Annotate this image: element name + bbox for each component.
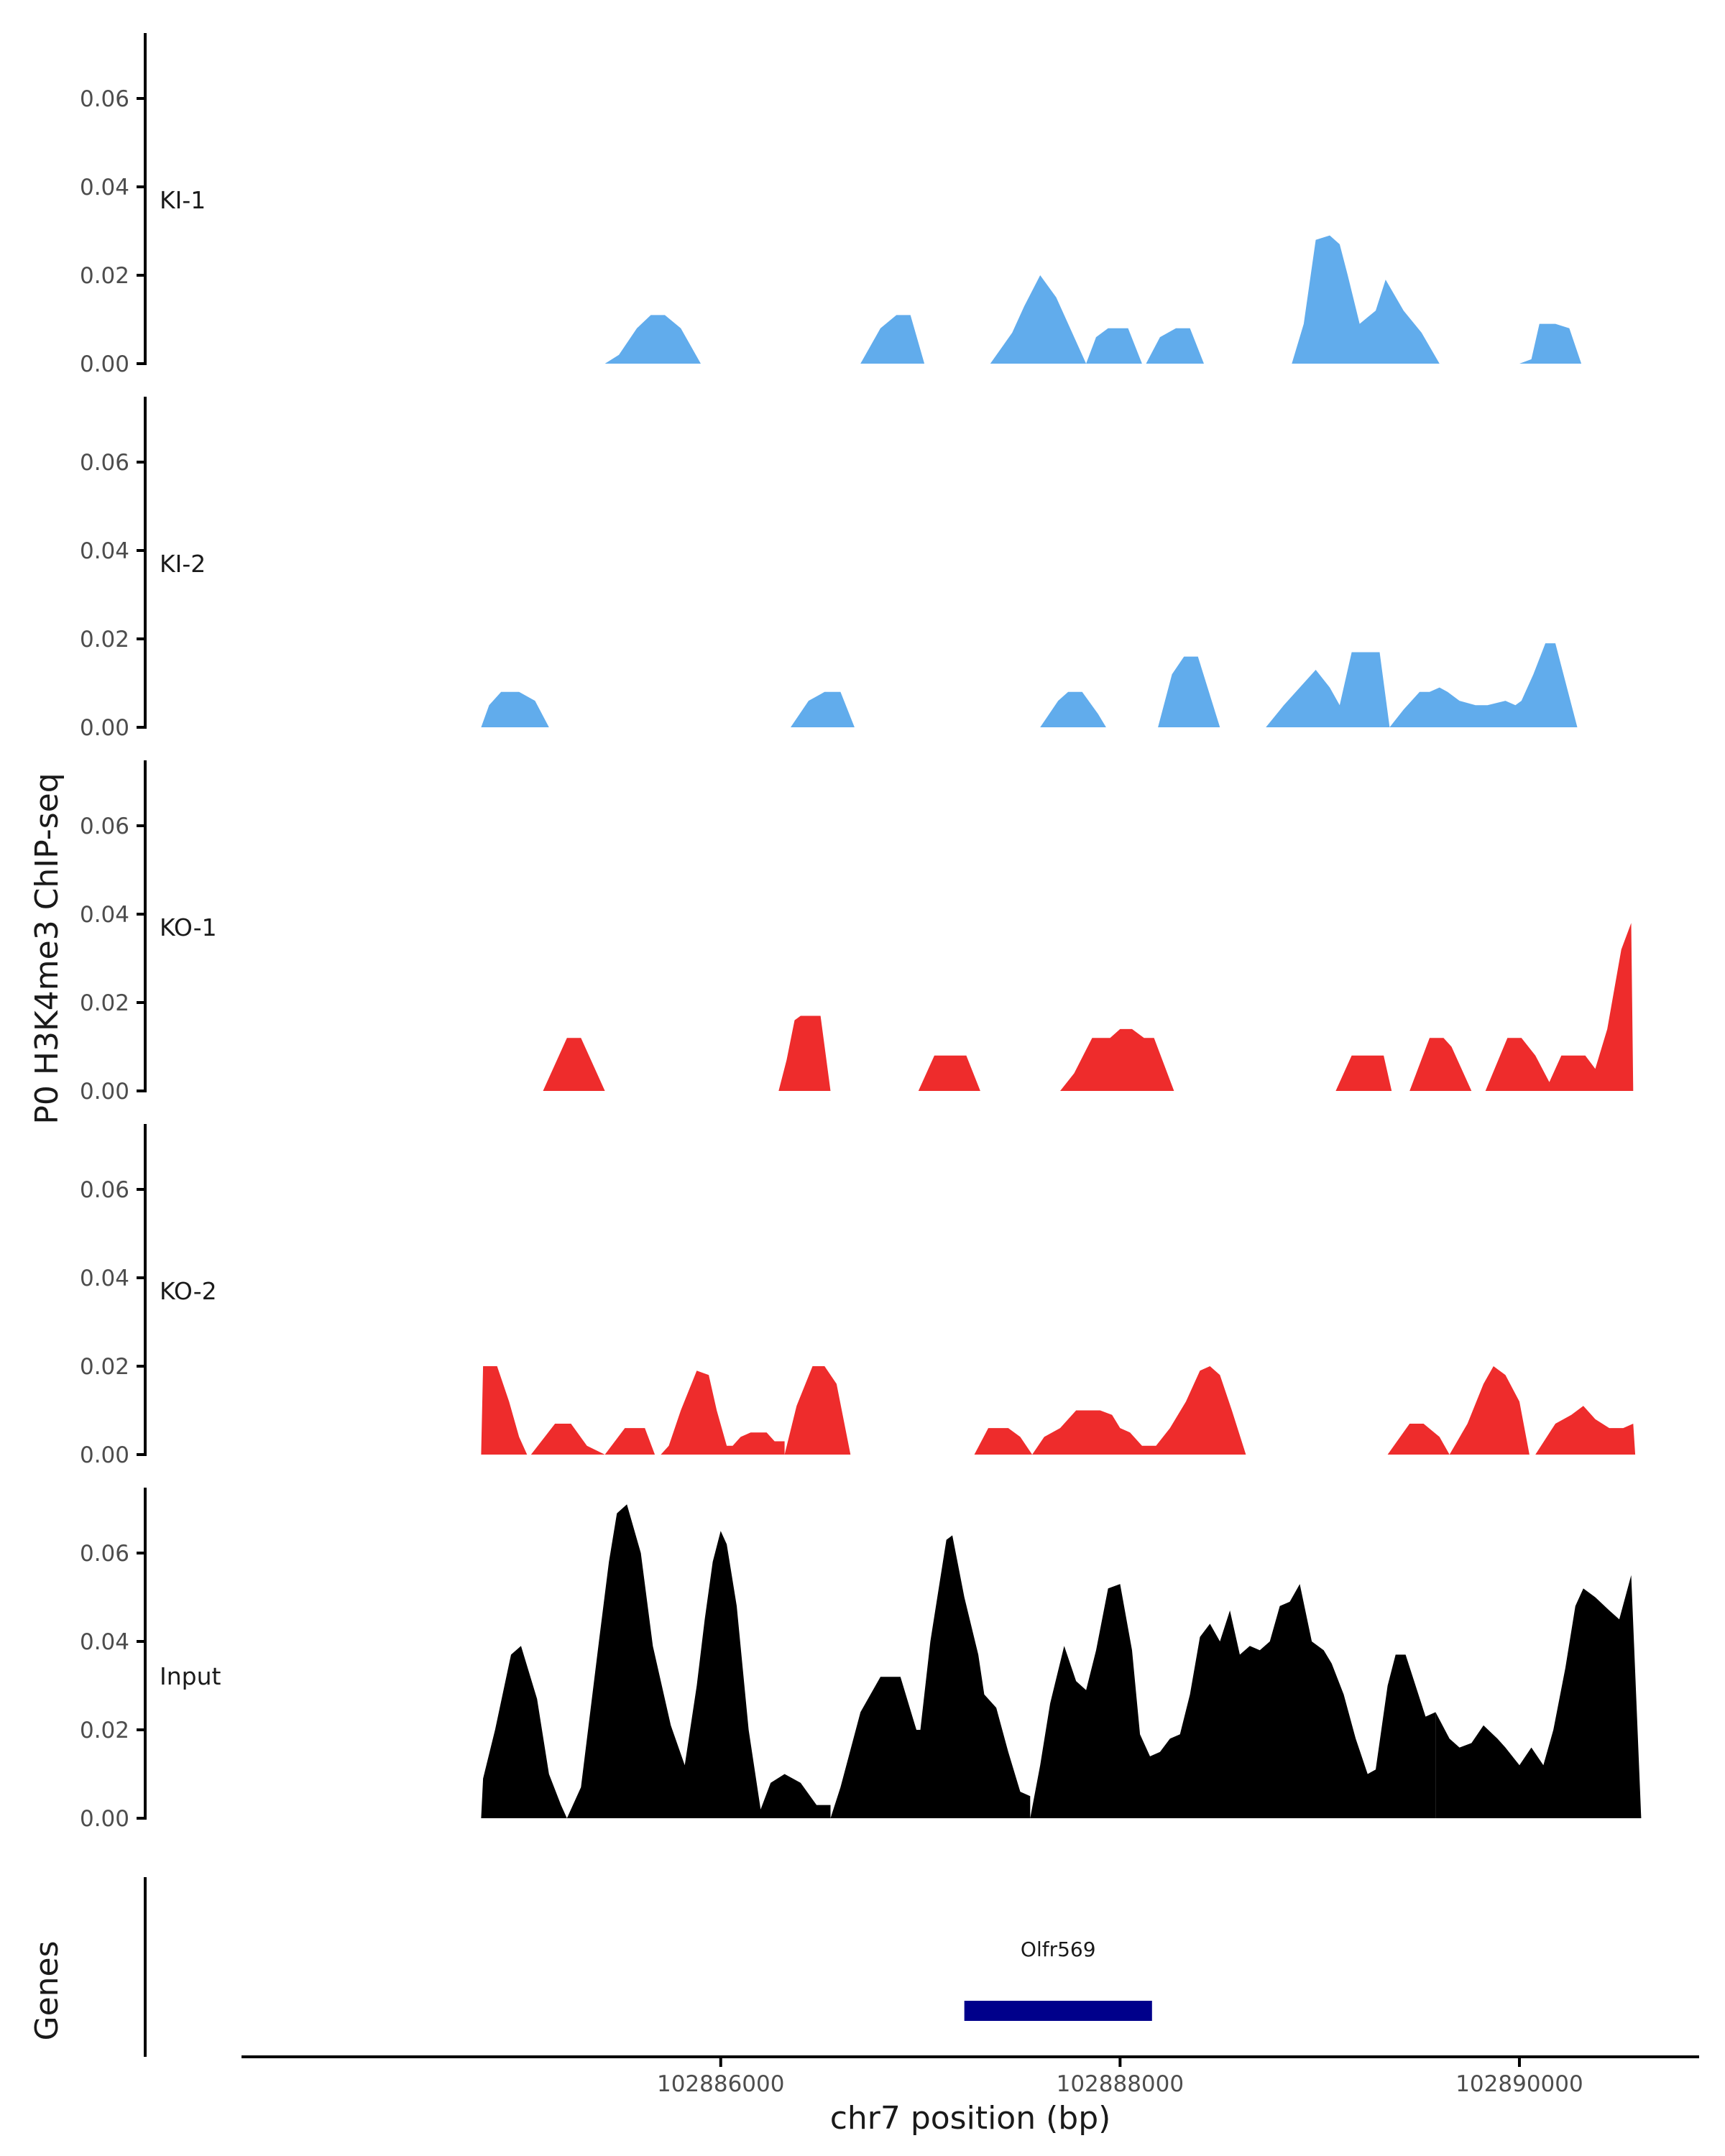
signal-peak [1030, 1584, 1200, 1818]
signal-peak [1409, 1038, 1472, 1091]
signal-peak [481, 1366, 528, 1455]
signal-peak [778, 1015, 831, 1091]
signal-peak [990, 275, 1087, 364]
signal-peak [1449, 1366, 1530, 1455]
signal-peak [1146, 328, 1204, 364]
signal-peak [1200, 1584, 1436, 1818]
signal-peak [1335, 1055, 1392, 1091]
x-axis: 102886000 102888000 102890000 chr7 positio… [242, 2055, 1699, 2137]
y-tick-label: 0.02 [80, 627, 129, 653]
y-tick-label: 0.04 [80, 538, 129, 564]
signal-peak [1435, 1575, 1642, 1818]
tracks-group: 0.00 0.02 0.04 0.06 KI-1 0.00 0.02 0.04 0.06 KI-2… [80, 33, 1642, 1832]
signal-peak [1266, 643, 1578, 727]
track-ko-2: 0.00 0.02 0.04 0.06 KO-2 [80, 1124, 1636, 1468]
track-label-input: Input [160, 1662, 221, 1690]
y-tick-label: 0.00 [80, 1806, 129, 1832]
genes-panel-label: Genes [29, 1940, 65, 2040]
track-label-ki-2: KI-2 [160, 550, 206, 578]
y-tick-label: 0.00 [80, 1079, 129, 1105]
signal-peak [791, 691, 855, 727]
x-ticks: 102886000 102888000 102890000 [657, 2057, 1583, 2097]
track-input: 0.00 0.02 0.04 0.06 Input [80, 1488, 1642, 1832]
y-tick-label: 0.06 [80, 86, 129, 112]
signal-peak [1387, 1424, 1450, 1455]
y-tick-label: 0.02 [80, 990, 129, 1016]
signal-peak [1519, 323, 1582, 364]
signal-peak [661, 1370, 785, 1455]
y-axis-title: P0 H3K4me3 ChIP-seq [29, 773, 65, 1124]
x-axis-title: chr7 position (bp) [830, 2100, 1111, 2137]
track-ki-2: 0.00 0.02 0.04 0.06 KI-2 [80, 397, 1578, 741]
signal-peak [784, 1366, 851, 1455]
y-tick-label: 0.04 [80, 1629, 129, 1655]
signal-peak [1060, 1028, 1174, 1091]
signal-peak [1086, 328, 1142, 364]
y-tick-label: 0.00 [80, 715, 129, 741]
signal-peak [1535, 1406, 1636, 1455]
x-tick-label: 102890000 [1455, 2071, 1583, 2097]
signal-peak [1158, 656, 1220, 727]
gene-panel: Genes Olfr569 [29, 1877, 1152, 2057]
y-tick-label: 0.04 [80, 175, 129, 201]
y-tick-label: 0.02 [80, 1354, 129, 1380]
signal-peak [530, 1424, 605, 1455]
signal-peak [604, 315, 701, 364]
gene-bar [964, 2001, 1152, 2021]
y-tick-label: 0.04 [80, 902, 129, 928]
x-tick-label: 102886000 [657, 2071, 785, 2097]
gene-items: Olfr569 [964, 1938, 1152, 2021]
signal-peak [566, 1504, 831, 1818]
y-tick-label: 0.06 [80, 450, 129, 476]
signal-peak [1040, 691, 1106, 727]
signal-peak [481, 691, 549, 727]
signal-peak [1032, 1366, 1246, 1455]
track-label-ki-1: KI-1 [160, 186, 206, 214]
signal-peak [604, 1428, 656, 1455]
signal-peak [830, 1535, 1031, 1818]
y-tick-label: 0.06 [80, 1541, 129, 1567]
signal-peak [481, 1646, 567, 1818]
track-label-ko-1: KO-1 [160, 913, 217, 941]
signal-peak [918, 1055, 980, 1091]
signal-peak [1485, 923, 1634, 1091]
y-tick-label: 0.06 [80, 814, 129, 839]
y-tick-label: 0.02 [80, 263, 129, 289]
x-tick-label: 102888000 [1057, 2071, 1184, 2097]
y-tick-label: 0.06 [80, 1177, 129, 1203]
gene-label: Olfr569 [1021, 1938, 1096, 1961]
signal-peak [860, 315, 925, 364]
y-tick-label: 0.00 [80, 1442, 129, 1468]
track-label-ko-2: KO-2 [160, 1277, 217, 1305]
track-ko-1: 0.00 0.02 0.04 0.06 KO-1 [80, 760, 1634, 1105]
track-ki-1: 0.00 0.02 0.04 0.06 KI-1 [80, 33, 1582, 377]
y-tick-label: 0.00 [80, 351, 129, 377]
signal-peak [1292, 235, 1440, 364]
signal-peak [974, 1428, 1033, 1455]
y-tick-label: 0.04 [80, 1266, 129, 1291]
signal-peak [543, 1038, 605, 1091]
y-tick-label: 0.02 [80, 1718, 129, 1743]
